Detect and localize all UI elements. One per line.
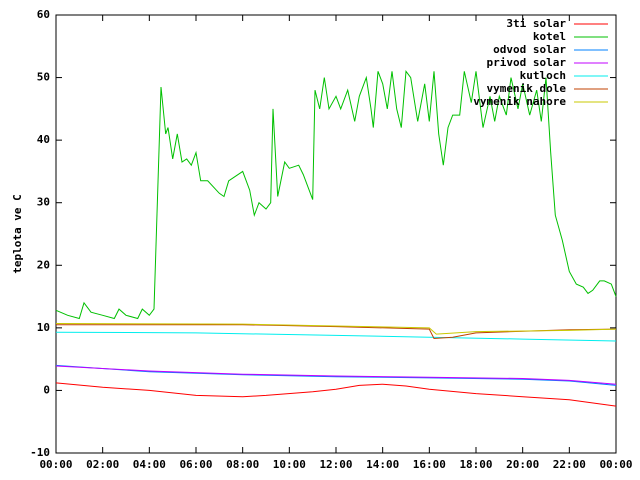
y-axis-label: teplota ve C bbox=[11, 194, 24, 273]
series-line bbox=[55, 364, 617, 386]
series-line bbox=[55, 365, 617, 385]
legend-label: odvod solar bbox=[493, 43, 566, 56]
x-tick-label: 06:00 bbox=[179, 458, 212, 471]
y-tick-label: 50 bbox=[37, 71, 50, 84]
legend-label: 3ti solar bbox=[506, 17, 566, 30]
series-line bbox=[55, 69, 617, 320]
x-tick-label: 08:00 bbox=[226, 458, 259, 471]
y-tick-label: 20 bbox=[37, 258, 50, 271]
x-tick-label: 20:00 bbox=[506, 458, 539, 471]
x-tick-label: 18:00 bbox=[459, 458, 492, 471]
y-tick-label: 30 bbox=[37, 196, 50, 209]
series-line bbox=[55, 331, 617, 342]
legend-label: vymenik nahore bbox=[473, 95, 566, 108]
y-tick-label: 40 bbox=[37, 133, 50, 146]
x-tick-label: 22:00 bbox=[553, 458, 586, 471]
x-tick-label: 10:00 bbox=[273, 458, 306, 471]
x-tick-label: 16:00 bbox=[413, 458, 446, 471]
legend-label: kutloch bbox=[520, 69, 566, 82]
x-tick-label: 00:00 bbox=[599, 458, 632, 471]
x-tick-label: 02:00 bbox=[86, 458, 119, 471]
y-tick-label: 10 bbox=[37, 321, 50, 334]
y-tick-label: 60 bbox=[37, 8, 50, 21]
series-line bbox=[55, 323, 617, 335]
y-tick-label: -10 bbox=[30, 446, 50, 459]
legend-label: vymenik dole bbox=[487, 82, 567, 95]
y-tick-label: 0 bbox=[43, 383, 50, 396]
legend-label: kotel bbox=[533, 30, 566, 43]
x-tick-label: 12:00 bbox=[319, 458, 352, 471]
legend-label: privod solar bbox=[487, 56, 567, 69]
x-tick-label: 14:00 bbox=[366, 458, 399, 471]
x-tick-label: 04:00 bbox=[133, 458, 166, 471]
series-line bbox=[55, 382, 617, 407]
x-tick-label: 00:00 bbox=[39, 458, 72, 471]
series-line bbox=[56, 324, 617, 340]
